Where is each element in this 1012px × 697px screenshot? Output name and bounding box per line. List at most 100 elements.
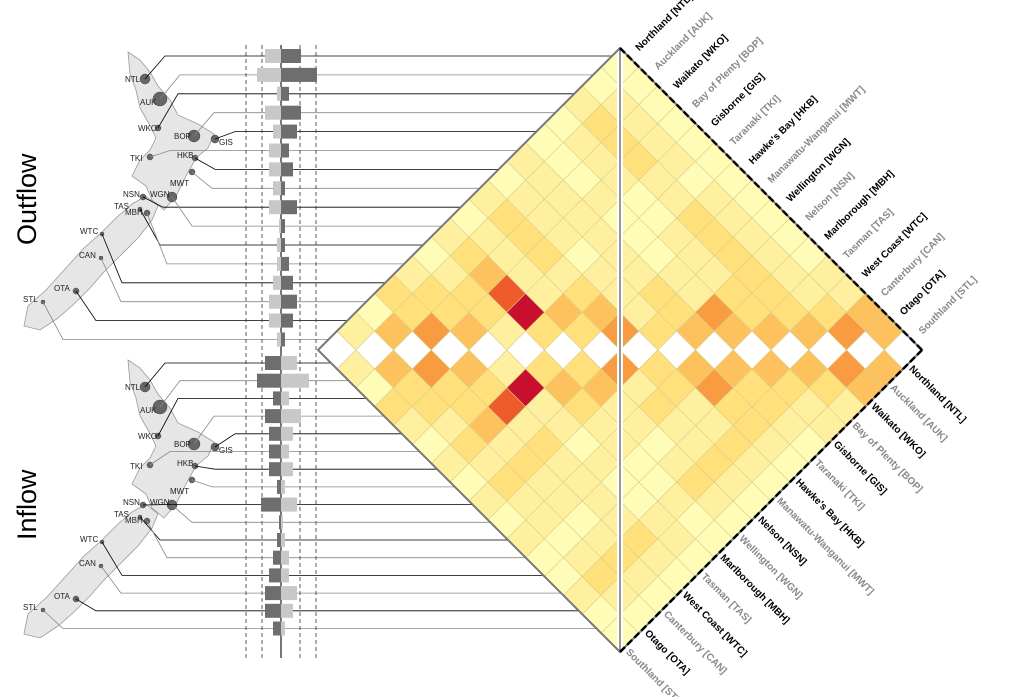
region-label-bottom: Hawke's Bay [HKB] [793, 477, 866, 550]
map-code-label: MWT [170, 487, 189, 496]
region-label-bottom: West Coast [WTC] [680, 590, 749, 659]
flow-bar-dark [281, 162, 293, 177]
region-label-top: Canterbury [CAN] [879, 231, 946, 298]
flow-bar-light [257, 67, 281, 82]
flow-bar-light [265, 49, 281, 63]
flow-bar-light [277, 238, 281, 252]
map-code-label: TKI [130, 154, 142, 163]
flow-bar-dark [273, 621, 281, 636]
bottom-right-edge [619, 349, 923, 653]
flow-bar-dark [265, 603, 281, 618]
connector-line [139, 516, 508, 541]
region-label-top: Wellington [WGN] [785, 137, 853, 205]
map-code-label: OTA [54, 284, 71, 293]
flow-bar-light [281, 479, 285, 494]
connector-line [149, 150, 518, 158]
connector-line [214, 131, 537, 140]
flow-bar-dark [273, 550, 281, 565]
connector-line [157, 93, 575, 129]
flow-bar-dark [277, 533, 281, 547]
connector-line [159, 74, 594, 100]
flow-bar-light [273, 275, 281, 290]
top-right-edge [619, 47, 923, 351]
connector-line [191, 479, 455, 488]
flow-bar-dark [265, 409, 281, 424]
region-label-bottom: Marlborough [MBH] [718, 553, 792, 627]
map-code-label: TAS [114, 202, 129, 211]
connector-line [75, 598, 579, 612]
flow-bar-dark [281, 219, 285, 234]
flow-bar-light [269, 294, 281, 309]
connector-line [42, 301, 329, 340]
connector-line [75, 290, 348, 322]
map-code-label: STL [23, 603, 38, 612]
inflow-title: Inflow [12, 469, 42, 540]
region-label-bottom: Wellington [WGN] [737, 534, 805, 602]
flow-bar-dark [269, 426, 281, 441]
flow-bar-light [273, 181, 281, 196]
flow-bar-dark [281, 200, 297, 215]
map-code-label: AUK [140, 406, 157, 415]
connector-line [193, 112, 556, 137]
flow-bar-light [281, 550, 289, 565]
connector-line [191, 171, 480, 189]
flow-bar-dark [281, 238, 285, 252]
flow-bar-dark [281, 86, 289, 101]
flow-bar-dark [281, 181, 285, 196]
flow-bar-dark [279, 515, 281, 530]
map-code-label: GIS [219, 446, 233, 455]
connector-line [100, 257, 367, 303]
connector-line [101, 541, 544, 576]
connector-line [101, 233, 386, 284]
map-code-label: GIS [219, 138, 233, 147]
flow-bar-light [277, 332, 281, 347]
flow-bar-light [281, 373, 309, 388]
region-label-top: Hawke's Bay [HKB] [747, 94, 820, 167]
flow-bar-dark [281, 332, 285, 347]
flow-bar-light [281, 621, 285, 636]
connector-line [157, 397, 367, 437]
flow-bars [245, 45, 317, 658]
map-code-label: NTL [125, 383, 141, 392]
flow-bar-dark [265, 586, 281, 601]
map-code-label: HKB [177, 459, 193, 468]
flow-bar-light [269, 200, 281, 215]
connector-line [159, 380, 349, 408]
flow-bar-light [265, 105, 281, 120]
flow-bar-dark [265, 356, 281, 370]
map-code-label: BOP [174, 132, 191, 141]
map-code-label: WTC [80, 227, 98, 236]
flow-bar-dark [281, 49, 301, 63]
flow-bar-dark [277, 479, 281, 494]
map-code-label: MWT [170, 179, 189, 188]
flow-bar-light [281, 444, 289, 459]
flow-bar-dark [281, 67, 317, 82]
map-code-label: WKO [138, 124, 157, 133]
flow-bar-dark [269, 568, 281, 583]
map-point [154, 124, 162, 132]
region-label-top: West Coast [WTC] [860, 211, 929, 280]
map-code-label: NSN [123, 498, 140, 507]
map-code-label: NTL [125, 75, 141, 84]
flow-bar-light [281, 515, 283, 530]
flow-bar-light [281, 356, 297, 370]
flow-bar-dark [281, 105, 301, 120]
north-island-shape [127, 51, 215, 211]
flow-bar-dark [261, 497, 281, 512]
connector-line [194, 465, 438, 470]
flow-bar-light [281, 409, 301, 424]
region-label-top: Marlborough [MBH] [823, 169, 897, 243]
connector-line [42, 609, 597, 629]
flow-bar-dark [257, 373, 281, 388]
map-code-label: CAN [79, 559, 96, 568]
map-code-label: TAS [114, 510, 129, 519]
connector-line [171, 196, 442, 227]
flow-bar-dark [269, 462, 281, 477]
flow-bar-light [281, 533, 285, 547]
flow-bar-light [279, 219, 281, 234]
flow-bar-dark [281, 256, 289, 271]
